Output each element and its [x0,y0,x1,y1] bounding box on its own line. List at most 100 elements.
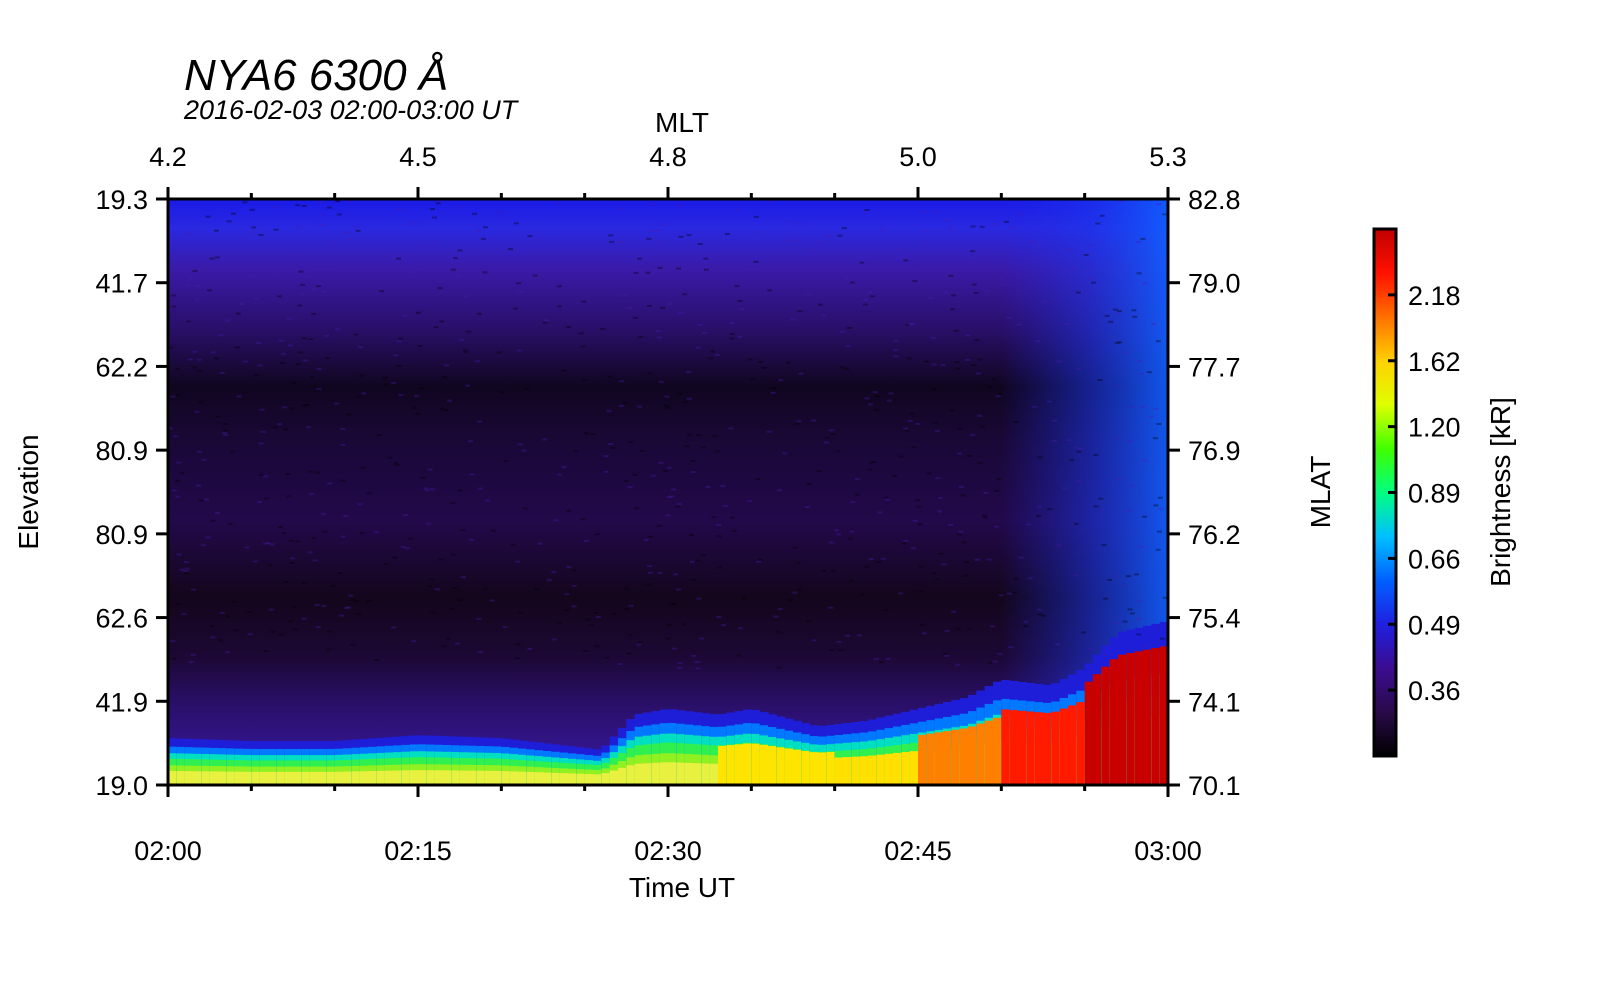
heatmap-noise-speck [638,335,644,338]
heatmap-noise-speck [1056,360,1062,363]
heatmap-noise-speck [192,350,198,353]
heatmap-noise-speck [246,611,252,613]
heatmap-noise-speck [730,516,735,519]
heatmap-noise-speck [773,615,779,618]
heatmap-noise-speck [796,420,802,423]
heatmap-cell [576,773,586,785]
heatmap-noise-speck [175,479,180,482]
heatmap-noise-speck [353,333,359,336]
heatmap-noise-speck [1122,584,1128,587]
heatmap-noise-speck [518,290,524,293]
colorbar-tick-label: 0.36 [1408,676,1461,706]
heatmap-noise-speck [429,578,434,581]
heatmap-noise-speck [325,357,331,360]
heatmap-noise-speck [503,459,509,462]
heatmap-noise-speck [300,283,306,286]
heatmap-noise-speck [690,471,696,473]
heatmap-noise-speck [1023,620,1029,623]
heatmap-noise-speck [252,560,258,563]
heatmap-noise-speck [1076,450,1082,453]
heatmap-noise-speck [254,374,259,376]
heatmap-cell [418,770,427,785]
heatmap-noise-speck [234,346,240,349]
heatmap-noise-speck [703,257,709,260]
heatmap-noise-speck [359,374,365,377]
heatmap-noise-speck [489,599,495,602]
heatmap-noise-speck [468,538,474,541]
heatmap-noise-speck [608,443,614,445]
heatmap-noise-speck [932,421,938,424]
heatmap-noise-speck [250,231,256,234]
heatmap-noise-speck [604,656,610,659]
heatmap-noise-speck [1068,248,1074,251]
heatmap-noise-speck [1115,312,1121,315]
colorbar-tick-label: 0.66 [1408,544,1461,574]
heatmap-noise-speck [817,303,823,306]
heatmap-noise-speck [906,357,912,360]
heatmap-noise-speck [838,649,844,652]
heatmap-noise-speck [750,378,756,381]
heatmap-noise-speck [374,659,380,661]
heatmap-noise-speck [714,450,720,453]
heatmap-noise-speck [1064,323,1070,325]
heatmap-cell [593,774,602,785]
heatmap-cell [784,748,794,785]
heatmap-noise-speck [490,529,496,532]
heatmap-noise-speck [392,556,398,559]
heatmap-noise-speck [830,570,836,573]
heatmap-noise-speck [1104,314,1110,317]
heatmap-noise-speck [556,202,562,205]
heatmap-noise-speck [931,572,937,575]
heatmap-noise-speck [311,537,317,540]
heatmap-noise-speck [656,336,662,339]
heatmap-noise-speck [672,602,678,605]
heatmap-noise-speck [318,223,324,226]
heatmap-noise-speck [1149,415,1155,418]
heatmap-noise-speck [243,360,249,363]
heatmap-cell [734,744,744,785]
heatmap-cell [601,773,611,785]
heatmap-noise-speck [995,395,1001,398]
heatmap-noise-speck [650,230,656,233]
heatmap-noise-speck [338,572,343,575]
heatmap-noise-speck [976,372,981,375]
heatmap-noise-speck [450,268,456,271]
heatmap-noise-speck [316,388,322,391]
heatmap-cell [801,750,811,785]
heatmap-noise-speck [876,560,882,563]
heatmap-noise-speck [938,496,944,499]
heatmap-noise-speck [437,287,443,290]
heatmap-noise-speck [1156,203,1162,206]
heatmap-noise-speck [722,504,728,507]
heatmap-noise-speck [518,611,523,614]
heatmap-noise-speck [321,268,327,271]
heatmap-cell [726,745,736,785]
heatmap-noise-speck [307,551,313,554]
heatmap-noise-speck [403,514,409,516]
heatmap-cell [368,771,377,785]
heatmap-noise-speck [797,310,803,313]
heatmap-noise-speck [747,358,753,361]
heatmap-noise-speck [1035,340,1041,343]
heatmap-noise-speck [926,472,932,475]
right-tick-label: 75.4 [1188,604,1241,634]
heatmap-noise-speck [269,608,275,611]
heatmap-noise-speck [921,632,927,635]
heatmap-cell [759,744,769,785]
heatmap-noise-speck [820,262,826,265]
heatmap-cell [426,770,436,785]
heatmap-noise-speck [716,524,722,527]
heatmap-noise-speck [1129,484,1135,487]
heatmap-noise-speck [958,485,964,488]
heatmap-noise [168,199,1168,670]
heatmap-noise-speck [787,599,793,602]
heatmap-noise-speck [973,292,979,295]
heatmap-noise-speck [841,227,847,230]
heatmap-noise-speck [393,354,399,357]
heatmap-noise-speck [590,433,596,436]
heatmap-noise-speck [585,257,591,259]
heatmap-noise-speck [393,462,399,465]
heatmap-noise-speck [571,569,577,572]
heatmap-noise-speck [197,450,202,453]
heatmap-cell [568,773,577,785]
